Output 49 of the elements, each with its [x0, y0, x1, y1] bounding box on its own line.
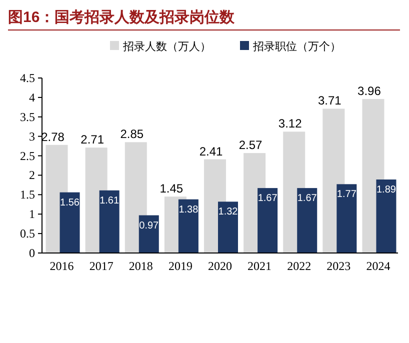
- chart-title: 图16：国考招录人数及招录岗位数: [8, 9, 236, 26]
- data-label: 0.97: [139, 220, 160, 232]
- bar: [297, 188, 318, 253]
- legend-label: 招录人数（万人）: [122, 41, 211, 53]
- bar: [376, 180, 396, 253]
- data-label: 1.32: [218, 206, 238, 218]
- x-tick-label: 2024: [366, 259, 390, 273]
- data-label: 3.71: [318, 94, 342, 108]
- bar: [178, 199, 198, 253]
- bar: [99, 190, 120, 253]
- data-label: 3.96: [358, 84, 382, 98]
- y-tick-label: 3.5: [20, 110, 35, 124]
- x-tick-label: 2019: [168, 259, 192, 273]
- y-tick-label: 2.5: [20, 148, 35, 163]
- bar: [218, 202, 238, 253]
- x-tick-label: 2017: [89, 259, 114, 273]
- bar: [336, 184, 357, 253]
- y-tick-label: 3: [29, 129, 35, 144]
- x-tick-label: 2016: [50, 259, 74, 273]
- data-label: 1.77: [336, 189, 357, 200]
- y-tick-label: 1.5: [20, 188, 35, 202]
- y-tick-label: 0: [29, 246, 35, 260]
- bar: [60, 192, 80, 253]
- legend-label: 招录职位（万个）: [252, 41, 341, 53]
- data-label: 2.71: [80, 132, 104, 147]
- x-tick-label: 2020: [208, 259, 232, 273]
- data-label: 1.89: [376, 184, 396, 196]
- bar: [138, 215, 159, 253]
- x-tick-label: 2022: [287, 259, 312, 273]
- y-tick-label: 4: [29, 90, 35, 104]
- bar: [258, 188, 278, 253]
- data-label: 1.67: [258, 193, 278, 204]
- data-label: 2.85: [120, 127, 144, 142]
- data-label: 2.41: [199, 144, 223, 158]
- data-label: 1.38: [178, 204, 199, 216]
- y-tick-label: 2: [29, 168, 35, 182]
- data-label: 1.61: [100, 195, 120, 206]
- data-label: 3.12: [278, 116, 302, 131]
- y-tick-label: 1: [29, 207, 35, 222]
- data-label: 1.45: [160, 182, 184, 196]
- y-tick-label: 4.5: [20, 71, 35, 85]
- x-tick-label: 2023: [326, 259, 351, 273]
- data-label: 2.57: [238, 138, 263, 152]
- y-tick-label: 0.5: [20, 226, 35, 241]
- data-label: 2.78: [41, 130, 65, 144]
- x-tick-label: 2021: [248, 259, 272, 273]
- data-label: 1.67: [297, 193, 318, 204]
- data-label: 1.56: [60, 197, 80, 208]
- x-tick-label: 2018: [128, 259, 153, 273]
